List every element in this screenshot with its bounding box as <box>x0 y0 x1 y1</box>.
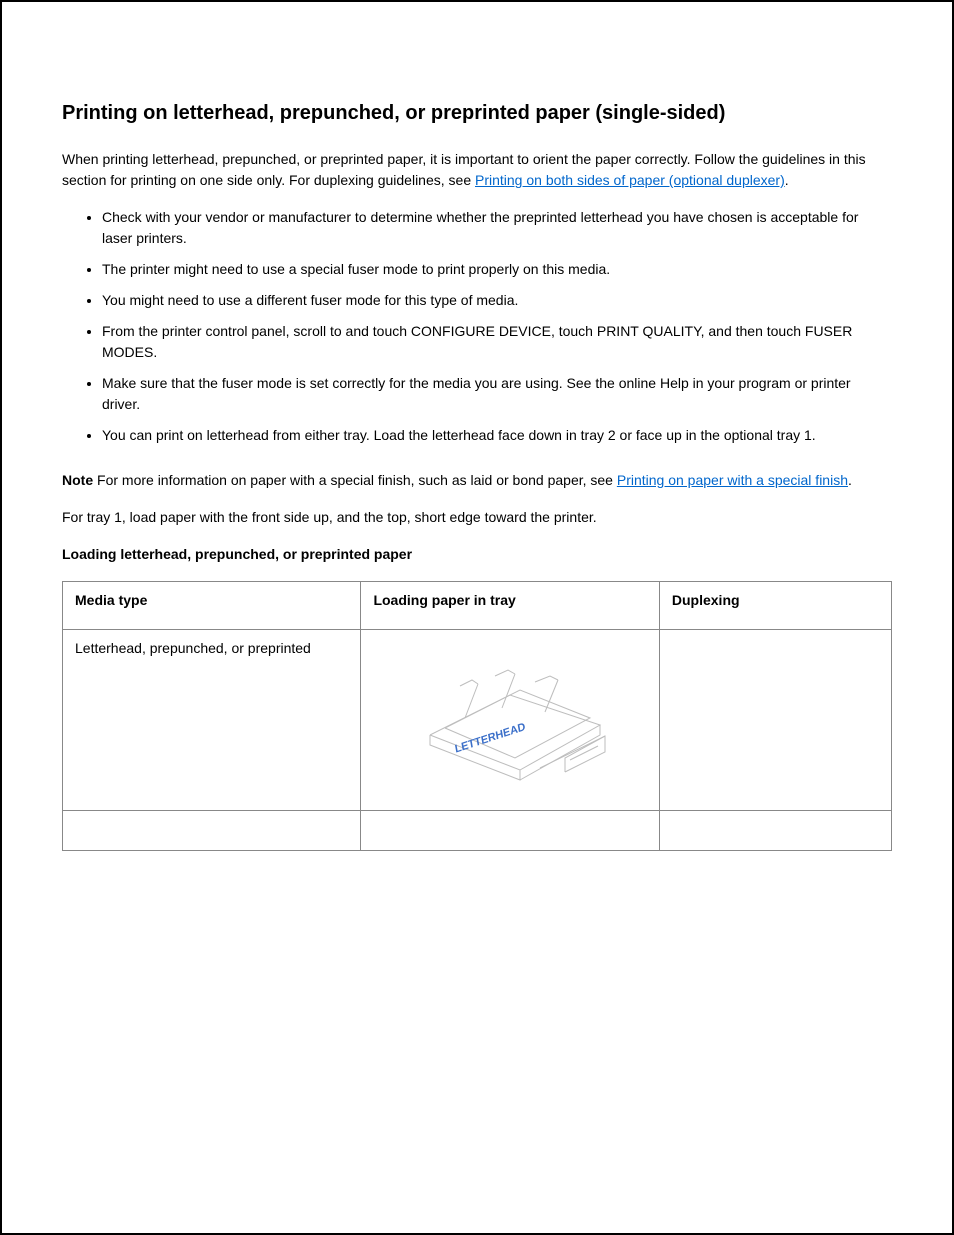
list-item: The printer might need to use a special … <box>102 259 892 280</box>
note-link[interactable]: Printing on paper with a special finish <box>617 472 848 488</box>
list-item: You might need to use a different fuser … <box>102 290 892 311</box>
table-header-row: Media type Loading paper in tray Duplexi… <box>63 582 892 630</box>
table-row <box>63 811 892 851</box>
section-heading: Printing on letterhead, prepunched, or p… <box>62 102 892 125</box>
cell-media-type <box>63 811 361 851</box>
cell-duplex <box>659 630 891 811</box>
bullet-list: Check with your vendor or manufacturer t… <box>62 207 892 446</box>
cell-media-type: Letterhead, prepunched, or preprinted <box>63 630 361 811</box>
table-row: Letterhead, prepunched, or preprinted <box>63 630 892 811</box>
media-table: Media type Loading paper in tray Duplexi… <box>62 581 892 851</box>
table-caption: Loading letterhead, prepunched, or prepr… <box>62 544 892 565</box>
note-label: Note <box>62 472 93 488</box>
cell-loading-image: LETTERHEAD <box>361 630 659 811</box>
tray-svg: LETTERHEAD <box>400 640 620 800</box>
note-paragraph: Note For more information on paper with … <box>62 470 892 491</box>
list-item: Make sure that the fuser mode is set cor… <box>102 373 892 415</box>
illus-label: LETTERHEAD <box>454 721 526 756</box>
tray1-text: For tray 1, load paper with the front si… <box>62 507 892 528</box>
note-after: . <box>848 472 852 488</box>
intro-link[interactable]: Printing on both sides of paper (optiona… <box>475 172 785 188</box>
page: Printing on letterhead, prepunched, or p… <box>0 0 954 1235</box>
list-item: From the printer control panel, scroll t… <box>102 321 892 363</box>
intro-after: . <box>785 172 789 188</box>
list-item: Check with your vendor or manufacturer t… <box>102 207 892 249</box>
col-header-media: Media type <box>63 582 361 630</box>
tray-illustration: LETTERHEAD <box>400 640 620 800</box>
cell-duplex <box>659 811 891 851</box>
intro-paragraph: When printing letterhead, prepunched, or… <box>62 149 892 191</box>
cell-loading-image <box>361 811 659 851</box>
note-text: For more information on paper with a spe… <box>97 472 617 488</box>
col-header-loading: Loading paper in tray <box>361 582 659 630</box>
col-header-duplex: Duplexing <box>659 582 891 630</box>
list-item: You can print on letterhead from either … <box>102 425 892 446</box>
